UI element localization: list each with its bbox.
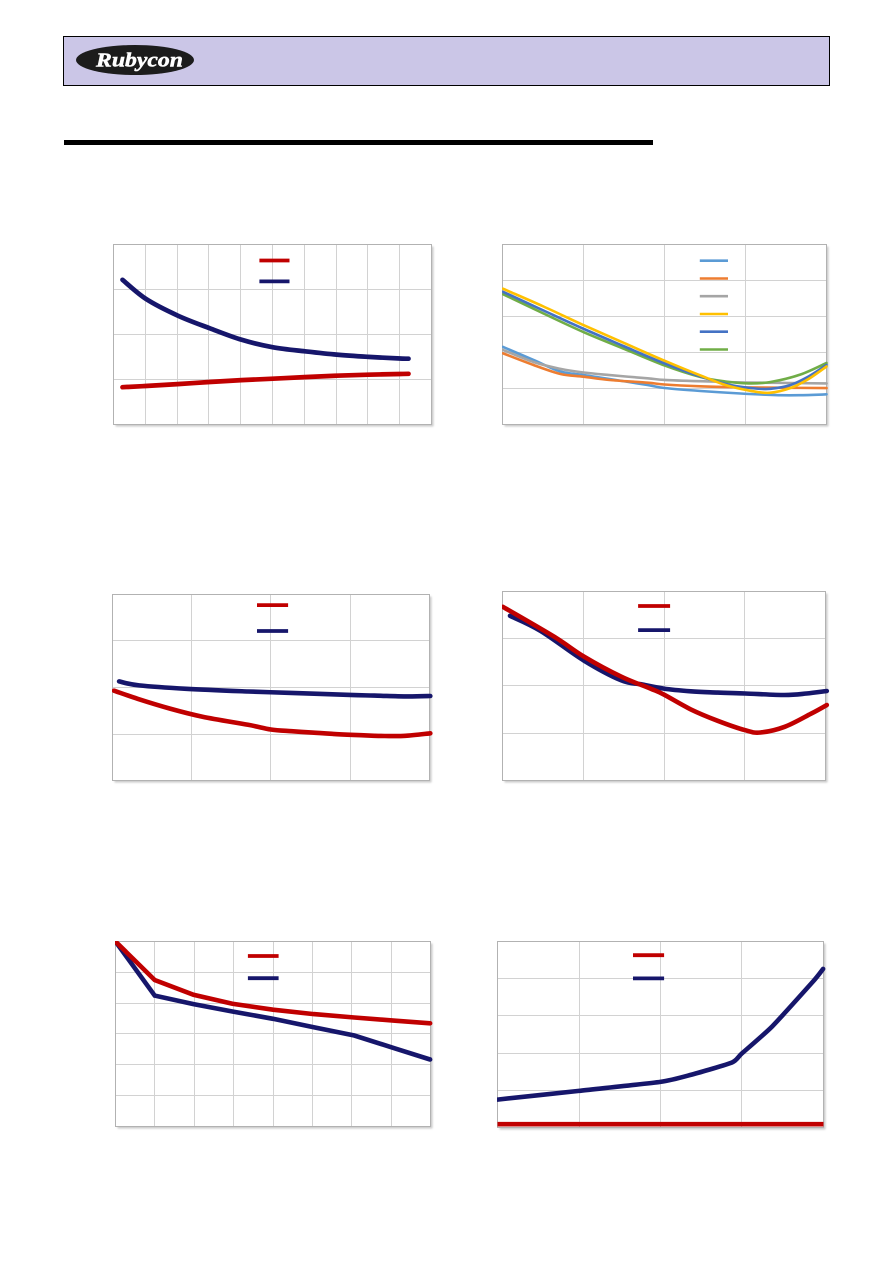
svg-text:Rubycon: Rubycon	[95, 49, 183, 71]
